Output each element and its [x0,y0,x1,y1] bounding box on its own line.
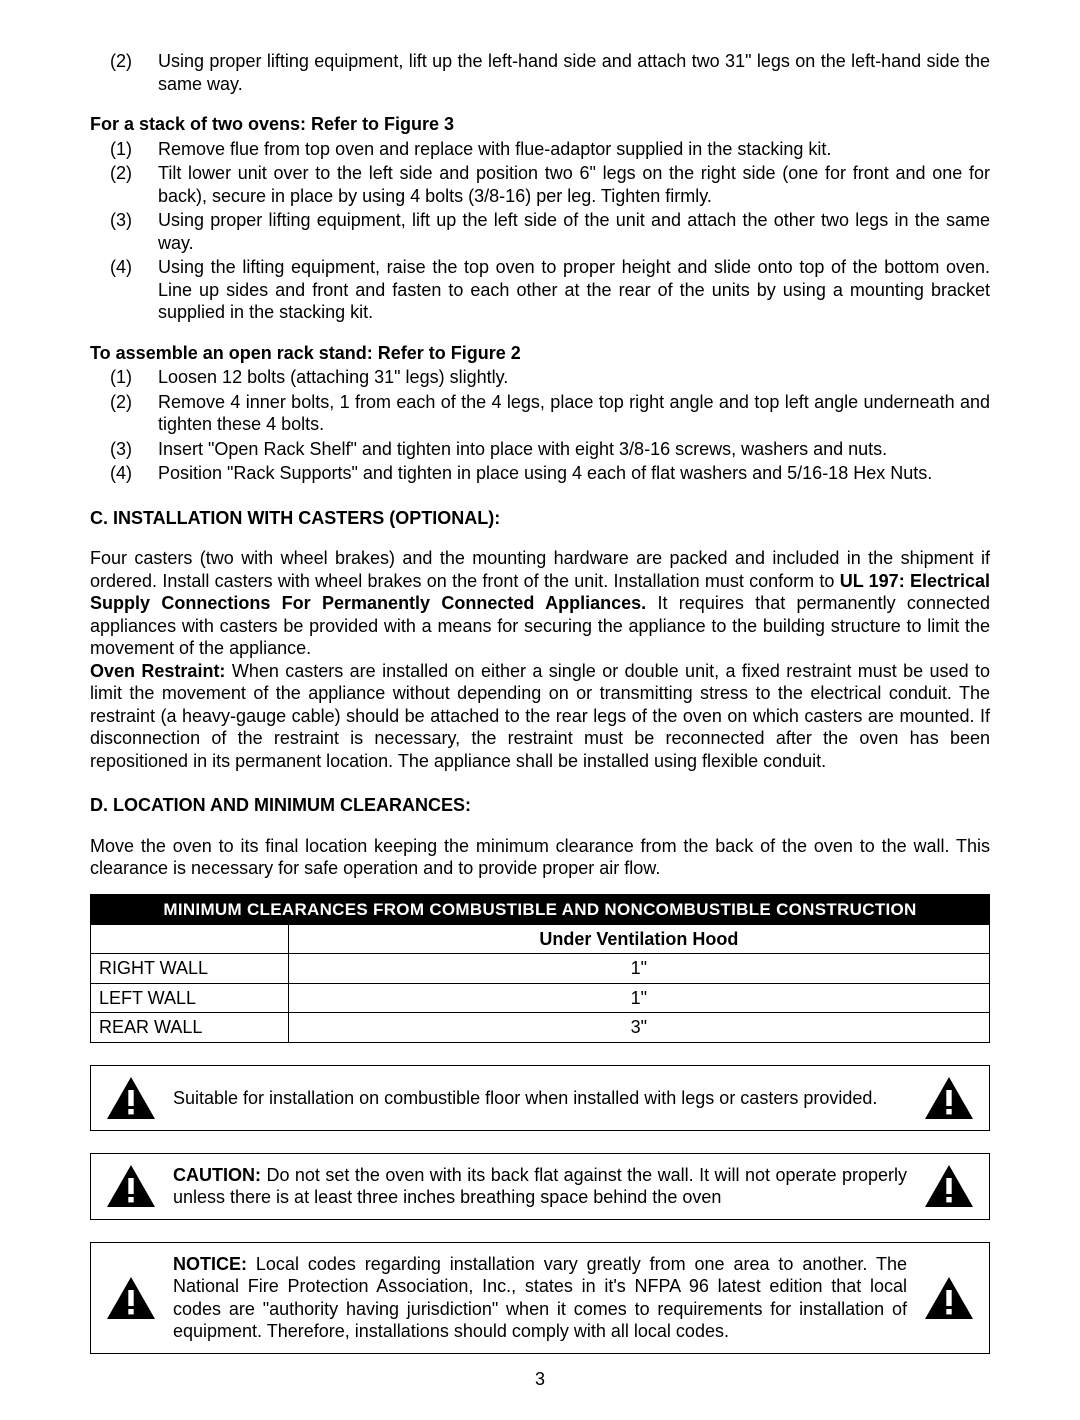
list-item: (4) Position "Rack Supports" and tighten… [102,462,990,485]
stack-list: (1) Remove flue from top oven and replac… [102,138,990,324]
casters-paragraph-1: Four casters (two with wheel brakes) and… [90,547,990,660]
list-item: (3) Using proper lifting equipment, lift… [102,209,990,254]
list-item: (3) Insert "Open Rack Shelf" and tighten… [102,438,990,461]
table-row: REAR WALL 3" [91,1013,990,1043]
item-number: (2) [102,50,158,95]
table-cell-value: 1" [288,983,989,1013]
warning-text: NOTICE: Local codes regarding installati… [173,1253,907,1343]
page-number: 3 [90,1368,990,1391]
item-number: (2) [102,391,158,436]
rack-list: (1) Loosen 12 bolts (attaching 31" legs)… [102,366,990,485]
table-row: RIGHT WALL 1" [91,954,990,984]
table-subhead-row: Under Ventilation Hood [91,924,990,954]
list-item: (1) Remove flue from top oven and replac… [102,138,990,161]
heading-stack: For a stack of two ovens: Refer to Figur… [90,113,990,136]
warning-icon-left [103,1164,159,1208]
warning-text: CAUTION: Do not set the oven with its ba… [173,1164,907,1209]
table-subhead: Under Ventilation Hood [288,924,989,954]
warning-triangle-icon [106,1076,156,1120]
table-title-row: MINIMUM CLEARANCES FROM COMBUSTIBLE AND … [91,894,990,924]
item-text: Tilt lower unit over to the left side an… [158,162,990,207]
warning-triangle-icon [106,1276,156,1320]
item-text: Remove flue from top oven and replace wi… [158,138,990,161]
item-text: Insert "Open Rack Shelf" and tighten int… [158,438,990,461]
warning-box-1: Suitable for installation on combustible… [90,1065,990,1131]
clearance-table: MINIMUM CLEARANCES FROM COMBUSTIBLE AND … [90,894,990,1043]
item-number: (4) [102,256,158,324]
list-item: (2) Using proper lifting equipment, lift… [102,50,990,95]
heading-rack: To assemble an open rack stand: Refer to… [90,342,990,365]
item-text: Loosen 12 bolts (attaching 31" legs) sli… [158,366,990,389]
warning-icon-right [921,1164,977,1208]
item-text: Using proper lifting equipment, lift up … [158,209,990,254]
warning-text: Suitable for installation on combustible… [173,1087,907,1110]
item-number: (2) [102,162,158,207]
warning-icon-left [103,1076,159,1120]
warning-icon-left [103,1276,159,1320]
text-rest: When casters are installed on either a s… [90,661,990,771]
item-text: Using proper lifting equipment, lift up … [158,50,990,95]
location-paragraph: Move the oven to its final location keep… [90,835,990,880]
warning-triangle-icon [924,1276,974,1320]
table-cell-value: 3" [288,1013,989,1043]
warning-box-3: NOTICE: Local codes regarding installati… [90,1242,990,1354]
table-cell-label: RIGHT WALL [91,954,289,984]
item-text: Position "Rack Supports" and tighten in … [158,462,990,485]
text-lead: Oven Restraint: [90,661,225,681]
warning-rest: Local codes regarding installation vary … [173,1254,907,1342]
list-item: (2) Remove 4 inner bolts, 1 from each of… [102,391,990,436]
table-title: MINIMUM CLEARANCES FROM COMBUSTIBLE AND … [91,894,990,924]
item-number: (1) [102,138,158,161]
table-cell-label: LEFT WALL [91,983,289,1013]
heading-section-d: D. LOCATION AND MINIMUM CLEARANCES: [90,794,990,817]
warning-box-2: CAUTION: Do not set the oven with its ba… [90,1153,990,1220]
item-text: Using the lifting equipment, raise the t… [158,256,990,324]
item-number: (3) [102,438,158,461]
table-row: LEFT WALL 1" [91,983,990,1013]
table-cell-value: 1" [288,954,989,984]
page-content: (2) Using proper lifting equipment, lift… [0,0,1080,1420]
item-number: (3) [102,209,158,254]
table-cell-label: REAR WALL [91,1013,289,1043]
list-item: (2) Tilt lower unit over to the left sid… [102,162,990,207]
table-empty-cell [91,924,289,954]
item-number: (4) [102,462,158,485]
warning-lead: CAUTION: [173,1165,261,1185]
warning-lead: NOTICE: [173,1254,247,1274]
casters-paragraph-2: Oven Restraint: When casters are install… [90,660,990,773]
warning-icon-right [921,1276,977,1320]
list-item: (4) Using the lifting equipment, raise t… [102,256,990,324]
warning-triangle-icon [106,1164,156,1208]
item-number: (1) [102,366,158,389]
warning-triangle-icon [924,1076,974,1120]
heading-section-c: C. INSTALLATION WITH CASTERS (OPTIONAL): [90,507,990,530]
warning-icon-right [921,1076,977,1120]
warning-triangle-icon [924,1164,974,1208]
item-text: Remove 4 inner bolts, 1 from each of the… [158,391,990,436]
warning-rest: Do not set the oven with its back flat a… [173,1165,907,1208]
list-item: (1) Loosen 12 bolts (attaching 31" legs)… [102,366,990,389]
